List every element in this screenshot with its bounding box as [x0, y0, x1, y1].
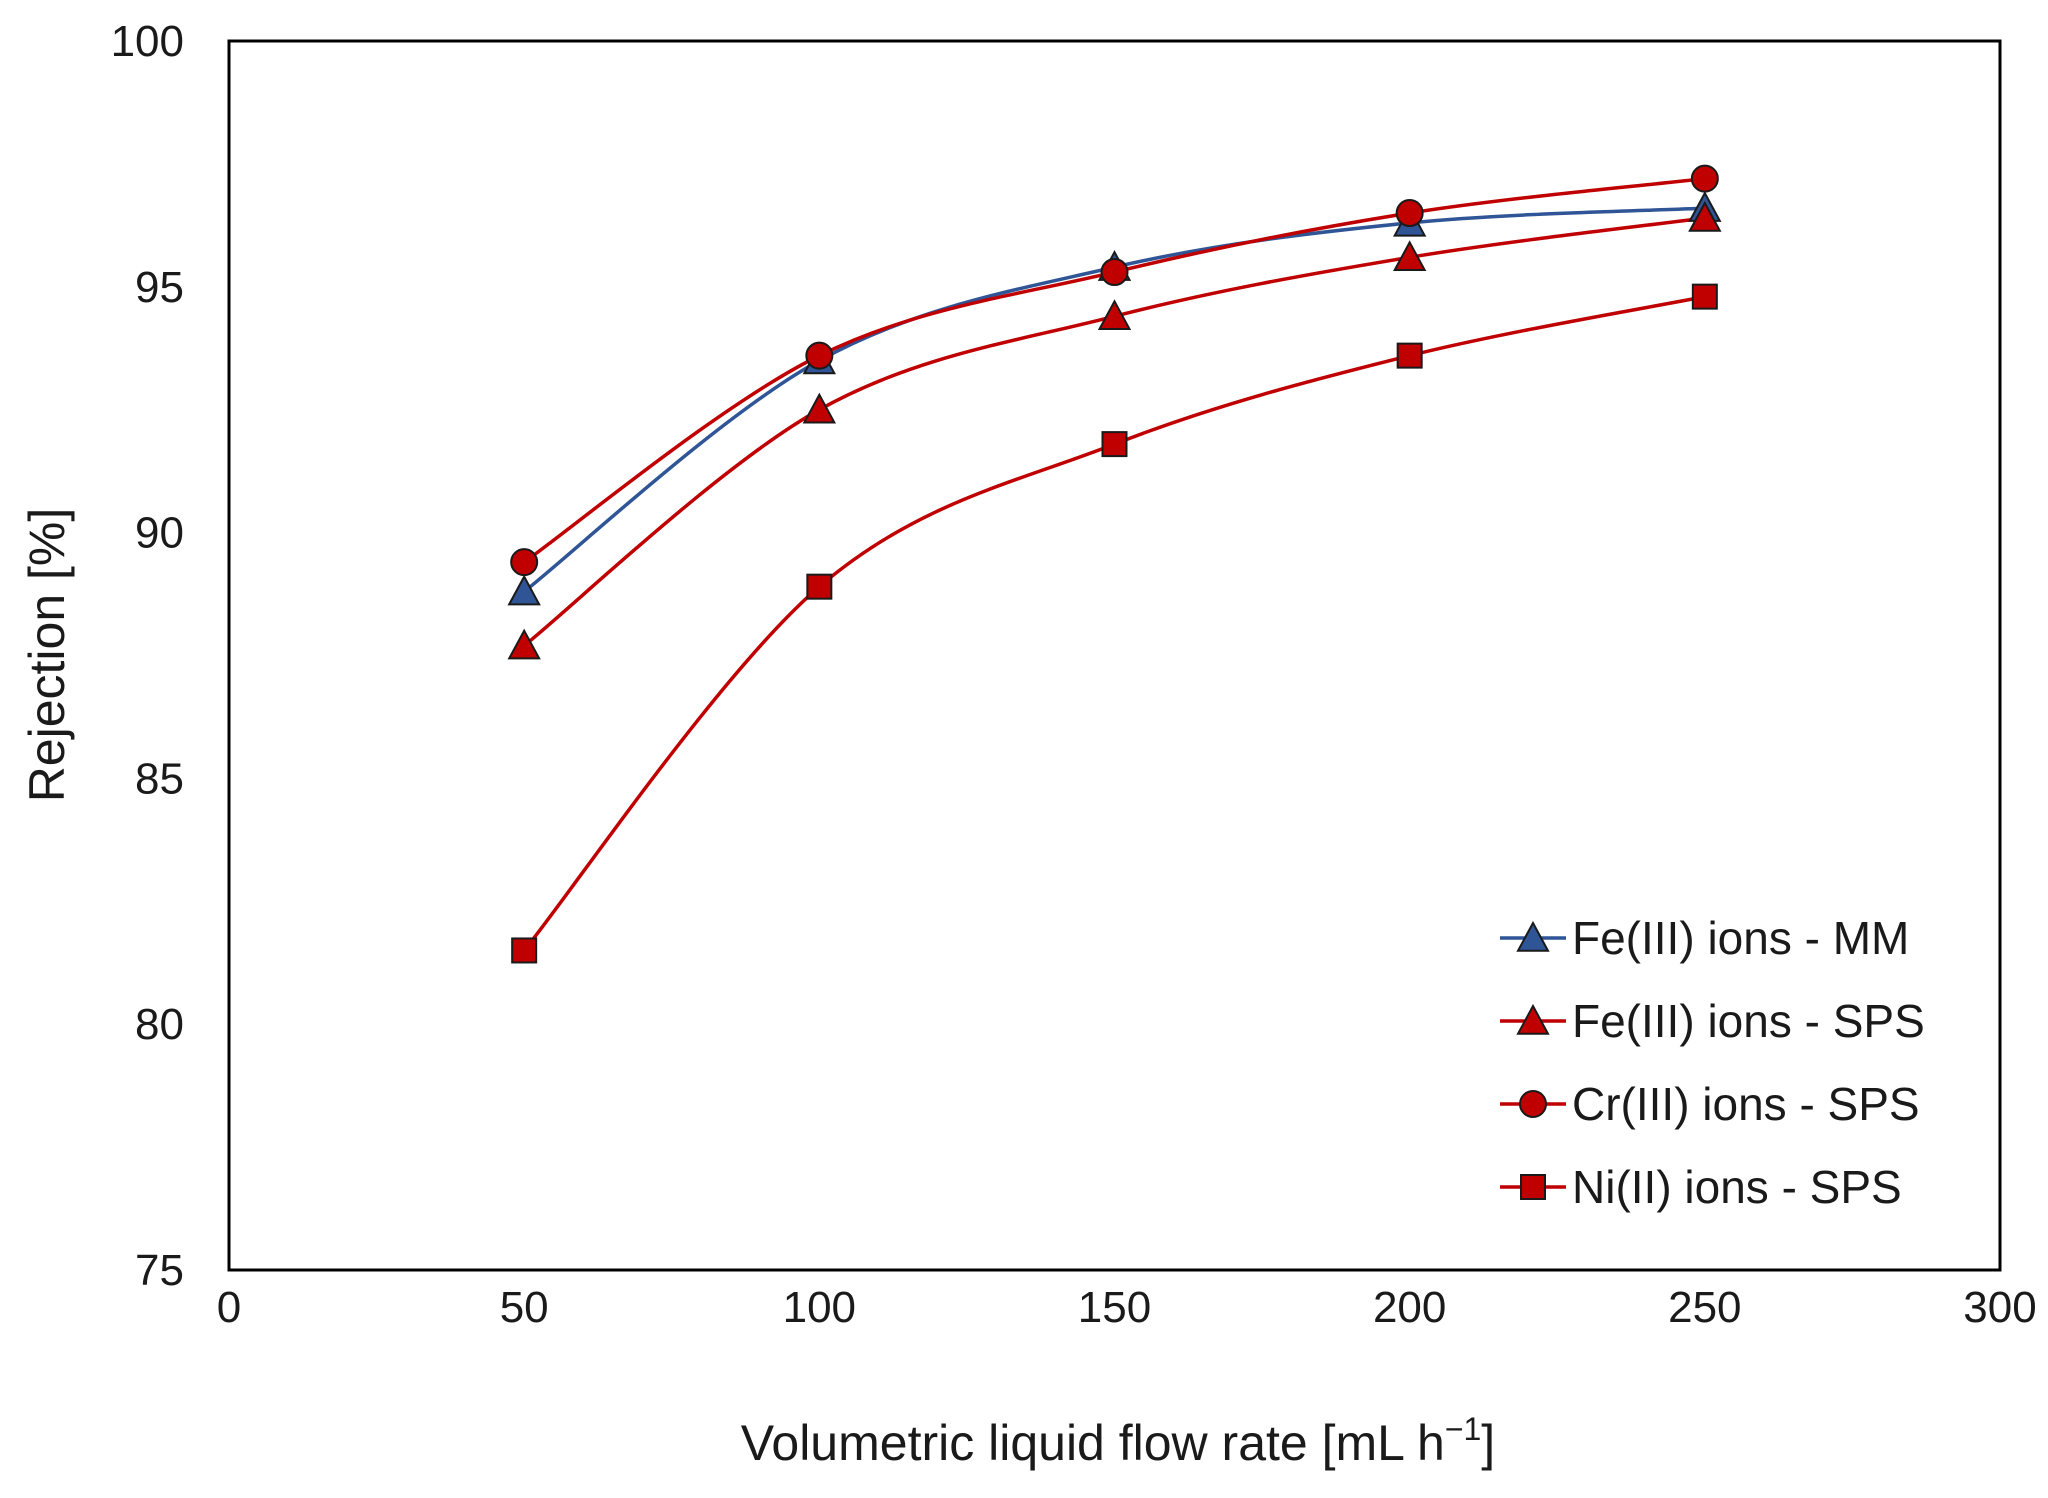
- y-tick-label: 85: [135, 754, 184, 803]
- x-axis-title-suffix: ]: [1481, 1415, 1495, 1471]
- y-tick-label: 95: [135, 263, 184, 312]
- y-tick-label: 75: [135, 1246, 184, 1295]
- y-tick-label: 80: [135, 1000, 184, 1049]
- x-tick-label: 300: [1963, 1283, 2036, 1332]
- data-point: [1396, 342, 1423, 369]
- data-point: [1101, 431, 1128, 458]
- data-point: [507, 628, 541, 660]
- series-markers: [507, 164, 1722, 964]
- data-point: [806, 573, 833, 600]
- x-axis-ticks: 0 50 100 150 200 250 300: [217, 1283, 2037, 1332]
- series-line-4: [522, 294, 1706, 952]
- x-tick-label: 200: [1373, 1283, 1446, 1332]
- data-point: [1691, 283, 1718, 310]
- x-tick-label: 50: [500, 1283, 549, 1332]
- legend-label: Ni(II) ions - SPS: [1572, 1161, 1902, 1213]
- x-axis-title-superscript: −1: [1445, 1411, 1481, 1447]
- legend-marker: [1516, 1003, 1550, 1035]
- data-point: [1392, 240, 1427, 272]
- x-tick-label: 0: [217, 1283, 241, 1332]
- legend: Fe(III) ions - MM Fe(III) ions - SPS Cr(II…: [1500, 912, 1925, 1213]
- x-tick-label: 100: [783, 1283, 856, 1332]
- data-point: [511, 937, 538, 964]
- legend-label: Fe(III) ions - MM: [1572, 912, 1909, 964]
- x-axis-title-main: Volumetric liquid flow rate [mL h: [741, 1415, 1445, 1471]
- data-point: [805, 341, 834, 370]
- data-point: [1395, 199, 1424, 228]
- data-point: [802, 392, 837, 424]
- legend-marker: [1520, 1174, 1546, 1200]
- y-tick-label: 90: [135, 509, 184, 558]
- data-point: [1100, 258, 1129, 287]
- legend-marker: [1516, 920, 1550, 952]
- legend-marker: [1519, 1090, 1547, 1118]
- data-point: [510, 548, 539, 577]
- data-point: [1690, 164, 1719, 193]
- legend-label: Cr(III) ions - SPS: [1572, 1078, 1920, 1130]
- data-point: [1097, 299, 1132, 331]
- legend-label: Fe(III) ions - SPS: [1572, 995, 1925, 1047]
- data-point: [507, 574, 541, 606]
- y-axis-title: Rejection [%]: [19, 508, 75, 803]
- y-axis-ticks: 75 80 85 90 95 100: [111, 17, 184, 1295]
- x-tick-label: 250: [1668, 1283, 1741, 1332]
- x-tick-label: 150: [1078, 1283, 1151, 1332]
- data-point: [1688, 200, 1722, 232]
- y-tick-label: 100: [111, 17, 184, 66]
- x-axis-title: Volumetric liquid flow rate [mL h−1]: [741, 1411, 1495, 1471]
